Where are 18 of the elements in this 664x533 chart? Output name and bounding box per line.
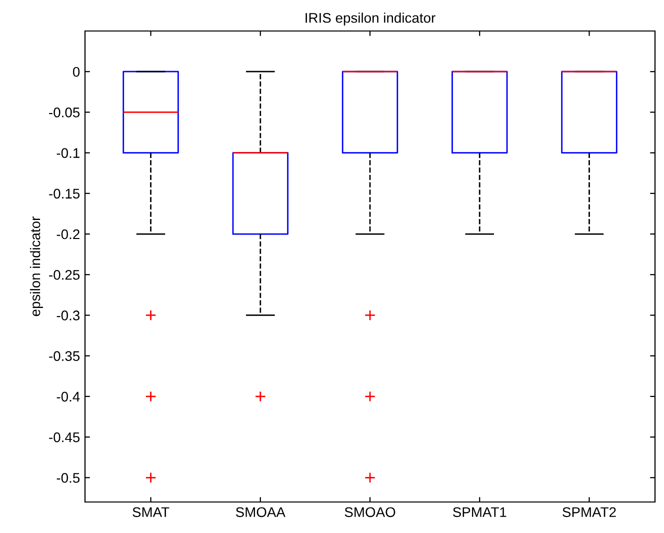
y-tick-label: -0.45 <box>49 432 80 442</box>
y-tick-label: -0.05 <box>49 108 80 118</box>
y-tick-label: -0.25 <box>49 270 80 280</box>
x-tick-label: SPMAT1 <box>452 507 506 518</box>
y-tick-label: -0.15 <box>49 188 80 199</box>
x-tick-label: SMAT <box>132 507 170 518</box>
y-tick-label: -0.2 <box>56 229 80 240</box>
chart-title: IRIS epsilon indicator <box>306 12 436 26</box>
x-tick-label: SMOAA <box>236 507 286 518</box>
x-tick-label: SPMAT2 <box>562 507 616 518</box>
y-tick-label: -0.3 <box>56 310 80 320</box>
x-tick-label: SMOAO <box>344 507 396 518</box>
y-tick-label: -0.4 <box>56 392 80 402</box>
y-tick-label: 0 <box>72 66 80 77</box>
y-tick-label: -0.1 <box>56 148 80 158</box>
y-tick-label: -0.35 <box>49 351 80 361</box>
y-axis-title: epsilon indicator <box>30 216 43 316</box>
y-tick-label: -0.5 <box>56 472 80 483</box>
